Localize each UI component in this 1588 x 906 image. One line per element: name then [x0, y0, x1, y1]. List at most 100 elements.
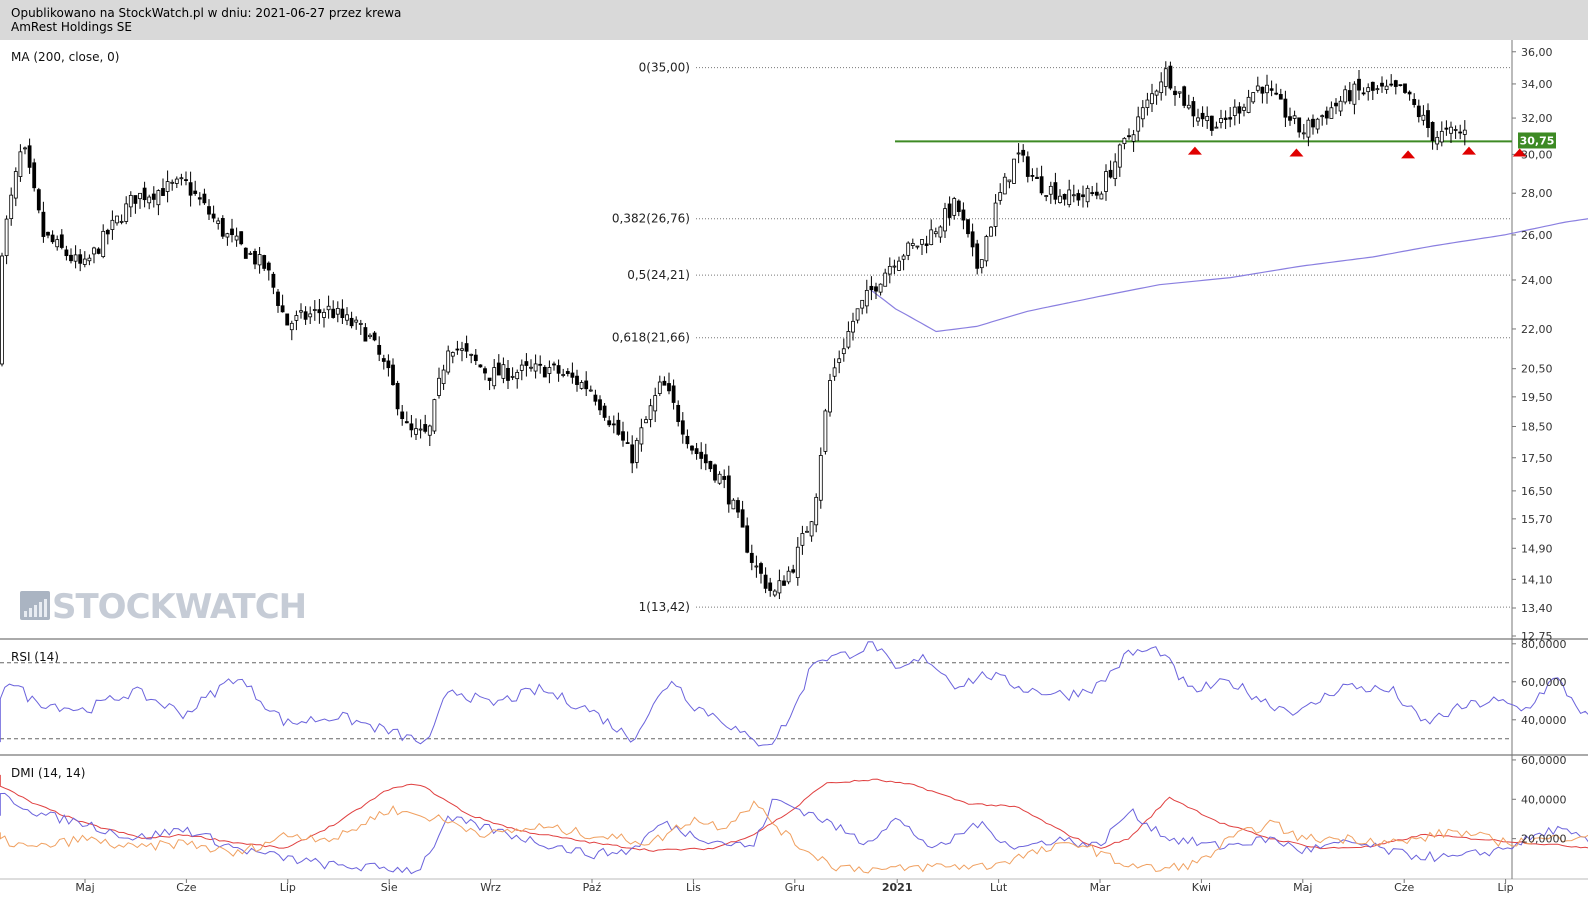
candle-body — [41, 211, 46, 237]
price-tick-label: 13,40 — [1521, 602, 1553, 615]
candle-body — [1274, 92, 1279, 95]
candle-body — [303, 311, 308, 320]
candle-body — [529, 366, 533, 369]
price-tick-label: 18,50 — [1521, 420, 1553, 433]
candle-body — [1173, 90, 1177, 96]
candle-body — [202, 193, 207, 204]
price-tick-label: 36,00 — [1521, 46, 1553, 59]
candle-body — [975, 243, 980, 269]
price-tick-label: 20,50 — [1521, 363, 1553, 376]
candle-body — [795, 546, 800, 579]
candle-body — [36, 189, 41, 211]
candle-body — [331, 308, 336, 318]
watermark-text: STOCKWATCH — [52, 587, 306, 627]
x-tick-label: Mar — [1090, 881, 1111, 894]
candle-body — [492, 367, 497, 387]
candle-body — [1449, 126, 1453, 134]
candle-body — [602, 405, 607, 418]
candle-body — [1439, 130, 1444, 143]
candle-body — [699, 451, 704, 459]
rsi-tick-label: 60,0000 — [1521, 676, 1567, 689]
candle-body — [184, 179, 188, 181]
candles-layer — [0, 61, 1467, 600]
price-tick-label: 34,00 — [1521, 78, 1553, 91]
candle-body — [1462, 129, 1467, 135]
candle-body — [441, 369, 446, 385]
candle-body — [1150, 93, 1154, 105]
candle-body — [943, 208, 947, 232]
candle-body — [59, 234, 64, 248]
candle-body — [1108, 169, 1113, 178]
candle-body — [1403, 83, 1407, 93]
candle-body — [1334, 102, 1338, 107]
candle-body — [271, 273, 276, 288]
candle-body — [1200, 112, 1205, 120]
candle-body — [542, 366, 547, 378]
grid-layer — [0, 40, 1588, 883]
watermark-icon-bar — [24, 611, 27, 617]
candle-body — [253, 250, 257, 265]
candle-body — [225, 233, 230, 238]
candle-body — [151, 193, 156, 200]
candle-body — [1343, 89, 1348, 103]
candle-body — [947, 203, 952, 218]
price-tick-label: 28,00 — [1521, 187, 1553, 200]
candle-body — [1131, 134, 1136, 142]
candle-body — [818, 455, 823, 501]
candle-body — [966, 219, 970, 235]
candle-body — [1407, 91, 1412, 95]
candle-body — [993, 202, 998, 227]
candle-body — [998, 192, 1003, 201]
candle-body — [1370, 81, 1375, 91]
candle-body — [639, 427, 644, 445]
candle-body — [1380, 82, 1384, 87]
candle-body — [381, 358, 386, 362]
price-tick-label: 16,50 — [1521, 485, 1553, 498]
candle-body — [404, 421, 409, 424]
candle-body — [211, 213, 216, 219]
candle-body — [322, 311, 326, 318]
candle-body — [634, 440, 639, 463]
candle-body — [9, 194, 14, 220]
watermark-icon-bar — [44, 599, 47, 617]
up-triangle-marker — [1512, 148, 1527, 157]
candle-body — [216, 220, 221, 224]
candle-body — [1196, 117, 1200, 122]
up-triangle-marker — [1187, 146, 1202, 155]
candle-body — [138, 192, 142, 200]
watermark-logo: STOCKWATCH — [20, 587, 307, 627]
candle-body — [1214, 126, 1219, 129]
candle-body — [1242, 106, 1246, 111]
candle-body — [1219, 118, 1223, 124]
candle-body — [487, 377, 492, 381]
candle-body — [280, 305, 285, 313]
candle-body — [984, 236, 989, 262]
candle-body — [368, 334, 372, 338]
candle-body — [809, 521, 814, 537]
candle-body — [938, 226, 943, 238]
dmi-tick-label: 20,0000 — [1521, 833, 1567, 846]
rsi-line — [0, 641, 1588, 747]
price-tick-label: 24,00 — [1521, 274, 1553, 287]
watermark-icon-bar — [29, 608, 32, 617]
candle-body — [805, 530, 809, 533]
candle-body — [584, 380, 589, 390]
candle-body — [506, 367, 510, 381]
x-tick-label: Wrz — [480, 881, 501, 894]
candle-body — [915, 245, 920, 248]
candle-body — [791, 569, 796, 573]
candle-body — [478, 364, 483, 368]
candle-body — [800, 533, 805, 546]
candle-body — [427, 425, 432, 436]
candle-body — [1352, 83, 1357, 105]
fib-level-label: 1(13,42) — [639, 600, 690, 614]
candle-body — [556, 365, 561, 374]
candle-body — [823, 410, 828, 452]
candle-body — [593, 394, 598, 402]
candle-body — [616, 419, 621, 435]
candle-body — [515, 371, 520, 380]
candle-body — [703, 454, 708, 464]
candle-body — [1416, 105, 1421, 118]
candle-body — [174, 178, 179, 184]
candle-body — [179, 177, 184, 180]
